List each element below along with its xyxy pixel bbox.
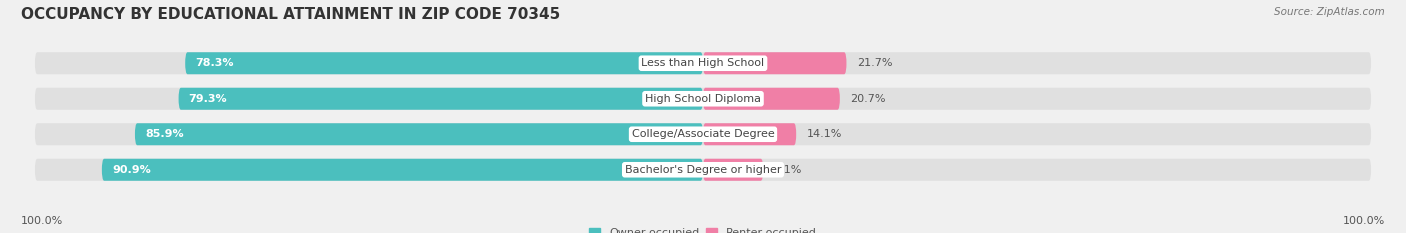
Text: College/Associate Degree: College/Associate Degree: [631, 129, 775, 139]
Text: 20.7%: 20.7%: [851, 94, 886, 104]
FancyBboxPatch shape: [135, 123, 703, 145]
FancyBboxPatch shape: [35, 52, 1371, 74]
Text: Bachelor's Degree or higher: Bachelor's Degree or higher: [624, 165, 782, 175]
Text: 79.3%: 79.3%: [188, 94, 228, 104]
Text: 90.9%: 90.9%: [112, 165, 150, 175]
Text: High School Diploma: High School Diploma: [645, 94, 761, 104]
Text: OCCUPANCY BY EDUCATIONAL ATTAINMENT IN ZIP CODE 70345: OCCUPANCY BY EDUCATIONAL ATTAINMENT IN Z…: [21, 7, 561, 22]
Text: 9.1%: 9.1%: [773, 165, 801, 175]
Text: 100.0%: 100.0%: [21, 216, 63, 226]
Text: Source: ZipAtlas.com: Source: ZipAtlas.com: [1274, 7, 1385, 17]
FancyBboxPatch shape: [703, 88, 839, 110]
FancyBboxPatch shape: [703, 123, 796, 145]
FancyBboxPatch shape: [186, 52, 703, 74]
Text: 14.1%: 14.1%: [807, 129, 842, 139]
FancyBboxPatch shape: [35, 159, 1371, 181]
FancyBboxPatch shape: [703, 159, 763, 181]
FancyBboxPatch shape: [101, 159, 703, 181]
Text: 21.7%: 21.7%: [856, 58, 893, 68]
FancyBboxPatch shape: [179, 88, 703, 110]
Text: Less than High School: Less than High School: [641, 58, 765, 68]
FancyBboxPatch shape: [35, 123, 1371, 145]
FancyBboxPatch shape: [35, 88, 1371, 110]
FancyBboxPatch shape: [703, 52, 846, 74]
Legend: Owner-occupied, Renter-occupied: Owner-occupied, Renter-occupied: [589, 228, 817, 233]
Text: 85.9%: 85.9%: [145, 129, 184, 139]
Text: 78.3%: 78.3%: [195, 58, 233, 68]
Text: 100.0%: 100.0%: [1343, 216, 1385, 226]
